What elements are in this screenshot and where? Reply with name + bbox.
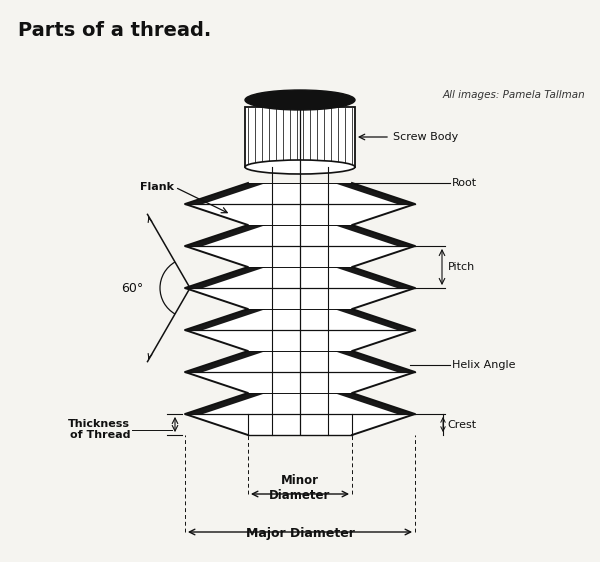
- Polygon shape: [334, 225, 415, 246]
- Text: Major Diameter: Major Diameter: [245, 527, 355, 540]
- Polygon shape: [185, 183, 266, 204]
- Polygon shape: [185, 351, 266, 372]
- Polygon shape: [334, 309, 415, 330]
- Text: Crest: Crest: [447, 419, 476, 429]
- Bar: [245, 107, 355, 167]
- Text: 60°: 60°: [121, 282, 143, 294]
- Polygon shape: [185, 309, 266, 330]
- Text: Thickness
of Thread: Thickness of Thread: [68, 419, 130, 440]
- Text: Parts of a thread.: Parts of a thread.: [18, 20, 211, 39]
- Polygon shape: [334, 183, 415, 204]
- Text: Pitch: Pitch: [448, 262, 475, 272]
- Polygon shape: [334, 267, 415, 288]
- Text: Flank: Flank: [140, 182, 174, 192]
- Text: Minor
Diameter: Minor Diameter: [269, 474, 331, 502]
- Polygon shape: [185, 393, 266, 414]
- Text: Root: Root: [452, 178, 477, 188]
- Text: All images: Pamela Tallman: All images: Pamela Tallman: [442, 90, 585, 100]
- Ellipse shape: [245, 160, 355, 174]
- Polygon shape: [334, 351, 415, 372]
- Polygon shape: [185, 267, 266, 288]
- Polygon shape: [185, 183, 415, 435]
- Text: Screw Body: Screw Body: [393, 132, 458, 142]
- Polygon shape: [334, 393, 415, 414]
- Polygon shape: [185, 225, 266, 246]
- Ellipse shape: [245, 90, 355, 110]
- Text: Helix Angle: Helix Angle: [452, 360, 515, 369]
